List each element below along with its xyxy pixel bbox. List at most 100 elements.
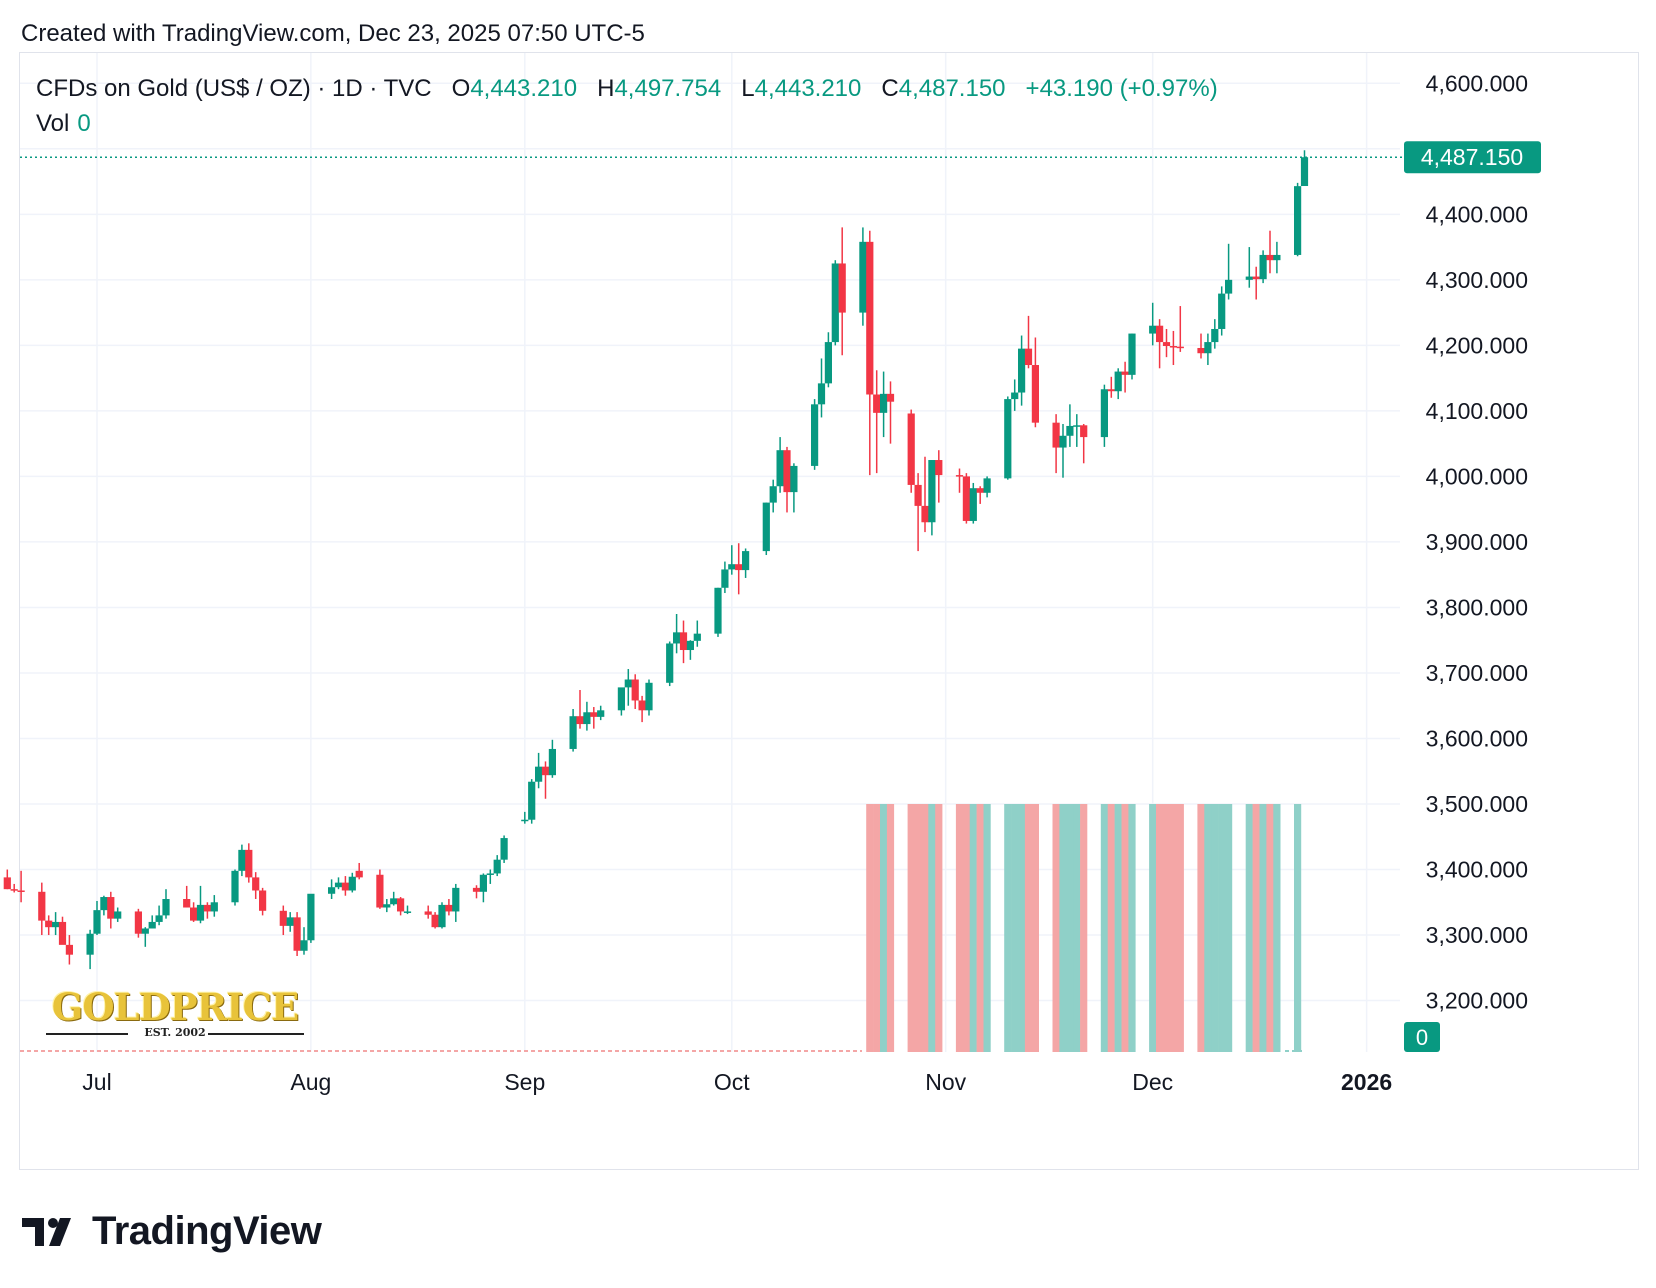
- candle-body[interactable]: [1294, 186, 1302, 255]
- candle-body[interactable]: [1052, 422, 1060, 448]
- candle-body[interactable]: [1259, 254, 1267, 280]
- symbol-label[interactable]: CFDs on Gold (US$ / OZ) · 1D · TVC: [36, 75, 432, 102]
- candle-body[interactable]: [1156, 325, 1164, 343]
- candle-body[interactable]: [203, 904, 211, 912]
- candle-body[interactable]: [148, 921, 156, 929]
- candle-body[interactable]: [735, 564, 743, 571]
- candle-body[interactable]: [397, 898, 405, 912]
- candle-body[interactable]: [86, 933, 94, 955]
- candle-body[interactable]: [776, 450, 784, 487]
- candle-body[interactable]: [583, 712, 591, 725]
- candle-body[interactable]: [45, 920, 53, 928]
- candle-body[interactable]: [1211, 328, 1219, 343]
- candle-body[interactable]: [548, 748, 556, 776]
- candle-body[interactable]: [452, 887, 460, 912]
- candle-body[interactable]: [880, 393, 888, 413]
- candle-body[interactable]: [65, 944, 73, 955]
- candle-body[interactable]: [721, 569, 729, 588]
- candle-body[interactable]: [1225, 279, 1233, 294]
- candle-body[interactable]: [1114, 371, 1122, 392]
- candle-body[interactable]: [873, 394, 881, 413]
- candle-body[interactable]: [245, 849, 253, 878]
- candle-body[interactable]: [831, 263, 839, 343]
- candle-body[interactable]: [859, 241, 867, 313]
- candle-body[interactable]: [231, 870, 239, 903]
- candle-body[interactable]: [259, 890, 267, 911]
- candle-body[interactable]: [1149, 325, 1157, 334]
- candle-body[interactable]: [638, 700, 646, 711]
- candle-body[interactable]: [955, 475, 964, 477]
- candle-body[interactable]: [1176, 346, 1184, 349]
- candle-body[interactable]: [155, 915, 163, 922]
- candle-body[interactable]: [183, 899, 191, 908]
- candle-body[interactable]: [1004, 399, 1012, 479]
- candle-body[interactable]: [1300, 157, 1309, 187]
- candle-body[interactable]: [107, 897, 115, 919]
- candle-body[interactable]: [817, 383, 826, 405]
- candle-body[interactable]: [728, 564, 736, 570]
- candle-body[interactable]: [479, 874, 487, 892]
- candle-body[interactable]: [210, 902, 218, 912]
- candle-body[interactable]: [569, 716, 577, 749]
- volume-value-tag[interactable]: [1404, 1022, 1440, 1052]
- candle-body[interactable]: [1024, 348, 1033, 366]
- candle-body[interactable]: [928, 460, 936, 523]
- candle-body[interactable]: [348, 876, 356, 891]
- candle-body[interactable]: [10, 889, 18, 891]
- candle-body[interactable]: [17, 890, 25, 892]
- candle-body[interactable]: [279, 910, 287, 926]
- candle-body[interactable]: [666, 643, 674, 683]
- candle-body[interactable]: [811, 404, 819, 466]
- tradingview-logo[interactable]: TradingView: [22, 1209, 322, 1254]
- candle-body[interactable]: [500, 838, 508, 860]
- candle-body[interactable]: [493, 859, 501, 874]
- candle-body[interactable]: [376, 874, 384, 908]
- candle-body[interactable]: [679, 632, 688, 651]
- candle-body[interactable]: [383, 904, 391, 908]
- candle-body[interactable]: [472, 887, 481, 892]
- candle-body[interactable]: [1266, 254, 1274, 261]
- candle-body[interactable]: [1128, 333, 1136, 375]
- candle-body[interactable]: [1218, 293, 1226, 329]
- candle-body[interactable]: [686, 640, 694, 651]
- candle-body[interactable]: [1018, 348, 1026, 393]
- candle-body[interactable]: [431, 914, 439, 928]
- candle-body[interactable]: [141, 928, 149, 934]
- candle-body[interactable]: [1066, 425, 1074, 436]
- candle-body[interactable]: [983, 478, 991, 493]
- candle-body[interactable]: [962, 476, 970, 521]
- candle-body[interactable]: [1059, 435, 1067, 448]
- candle-body[interactable]: [824, 342, 832, 384]
- candle-body[interactable]: [1245, 276, 1253, 280]
- volume-label[interactable]: Vol: [36, 110, 70, 137]
- candle-body[interactable]: [935, 460, 943, 476]
- candle-body[interactable]: [528, 781, 536, 820]
- candle-body[interactable]: [914, 484, 922, 506]
- candle-body[interactable]: [645, 682, 653, 711]
- candle-body[interactable]: [742, 551, 750, 571]
- candle-body[interactable]: [1073, 425, 1081, 427]
- candle-body[interactable]: [1100, 389, 1108, 438]
- candle-body[interactable]: [714, 587, 722, 634]
- candle-body[interactable]: [286, 917, 294, 926]
- candle-body[interactable]: [576, 716, 584, 725]
- candle-body[interactable]: [1204, 342, 1212, 354]
- candle-body[interactable]: [486, 873, 494, 875]
- candle-body[interactable]: [693, 633, 701, 641]
- candle-body[interactable]: [300, 940, 308, 951]
- candle-body[interactable]: [631, 679, 639, 701]
- candle-body[interactable]: [38, 891, 46, 921]
- candle-body[interactable]: [1252, 276, 1260, 280]
- candle-body[interactable]: [521, 819, 529, 822]
- candle-body[interactable]: [334, 882, 343, 888]
- candle-body[interactable]: [907, 413, 915, 485]
- candle-body[interactable]: [783, 450, 791, 493]
- candle-body[interactable]: [673, 632, 681, 644]
- candle-body[interactable]: [100, 897, 108, 911]
- candle-body[interactable]: [328, 887, 336, 894]
- candle-body[interactable]: [134, 911, 142, 934]
- candle-body[interactable]: [597, 710, 605, 717]
- candle-body[interactable]: [617, 687, 625, 711]
- last-price-tag[interactable]: [1404, 141, 1541, 174]
